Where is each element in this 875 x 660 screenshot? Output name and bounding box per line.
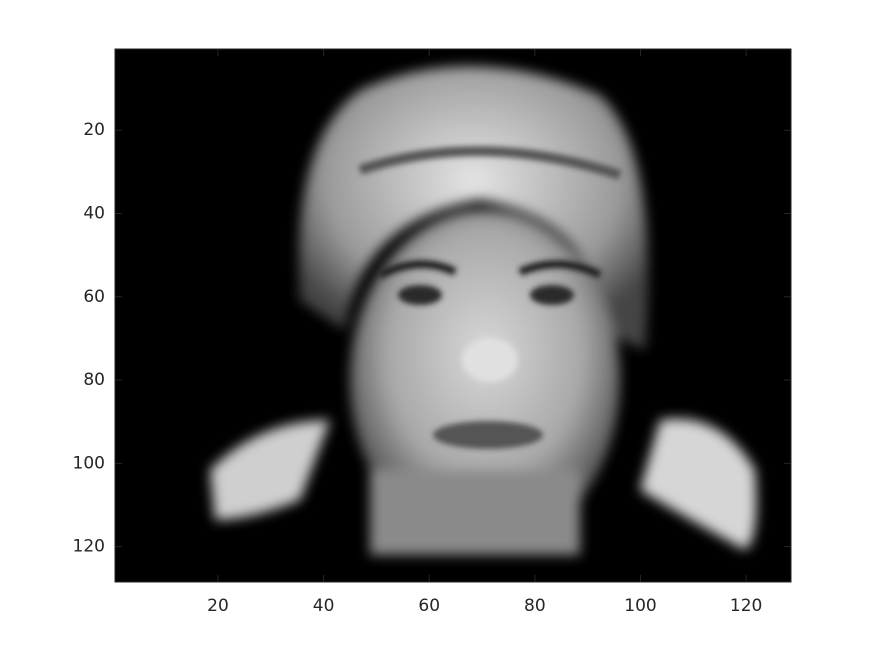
x-tick-label: 120 (730, 596, 762, 616)
x-tick-label: 100 (624, 596, 656, 616)
y-tick-label: 60 (83, 287, 105, 307)
y-tick-label: 40 (83, 203, 105, 223)
y-tick-label: 80 (83, 370, 105, 390)
x-tick-label: 40 (313, 596, 335, 616)
y-tick-label: 100 (73, 453, 105, 473)
axes-box (114, 48, 792, 583)
x-tick-label: 20 (207, 596, 229, 616)
x-tick-label: 60 (418, 596, 440, 616)
y-tick-label: 120 (73, 537, 105, 557)
face-features (358, 146, 622, 449)
x-tick-label: 80 (524, 596, 546, 616)
y-tick-label: 20 (83, 120, 105, 140)
image (115, 49, 791, 582)
